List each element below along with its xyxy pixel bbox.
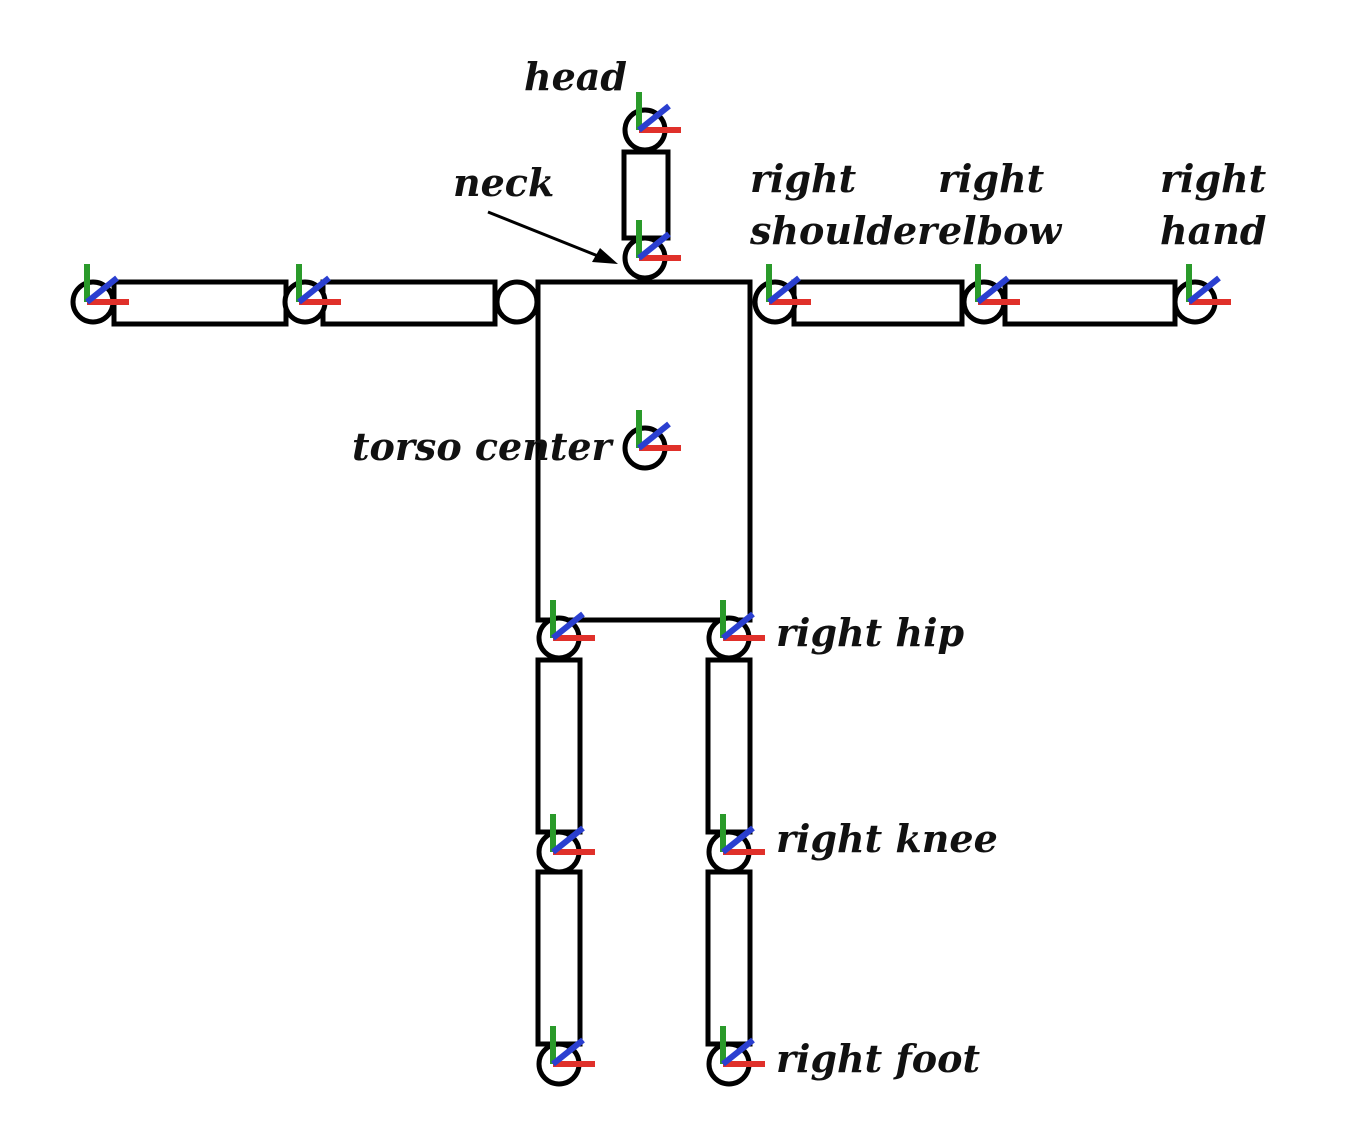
labels: head neck torso center right shoulder ri… xyxy=(352,54,1267,1081)
z-axis xyxy=(721,825,755,855)
z-axis xyxy=(976,275,1010,305)
neck-segment xyxy=(621,149,671,241)
left-thigh-segment xyxy=(535,657,583,835)
joint-left-knee xyxy=(536,814,595,875)
z-axis xyxy=(551,825,585,855)
joint-left-elbow xyxy=(282,264,341,325)
z-axis xyxy=(1187,275,1221,305)
z-axis xyxy=(85,275,119,305)
label-right-shoulder-line1: right xyxy=(750,156,857,201)
left-shin-segment xyxy=(535,869,583,1047)
label-right-hip: right hip xyxy=(776,610,965,655)
left-forearm-segment xyxy=(111,279,289,327)
joint-right-hand xyxy=(1172,264,1231,325)
right-upper-arm-segment xyxy=(791,279,965,327)
label-right-hand-line1: right xyxy=(1160,156,1267,201)
left-upper-arm-segment xyxy=(320,279,498,327)
z-axis xyxy=(637,231,671,261)
left-shoulder-joint xyxy=(494,279,540,325)
right-thigh-segment xyxy=(705,657,753,835)
joint-right-foot xyxy=(706,1026,765,1087)
z-axis xyxy=(637,421,671,451)
segments xyxy=(111,149,1178,1047)
joint-neck xyxy=(622,220,681,281)
joint-torso-center xyxy=(622,410,681,471)
label-right-shoulder-line2: shoulder xyxy=(749,208,940,253)
z-axis xyxy=(721,611,755,641)
label-head: head xyxy=(524,54,627,99)
z-axis xyxy=(721,1037,755,1067)
label-right-hand-line2: hand xyxy=(1160,208,1266,253)
joint-head xyxy=(622,92,681,153)
right-shin-segment xyxy=(705,869,753,1047)
joint-right-shoulder xyxy=(752,264,811,325)
joint-right-knee xyxy=(706,814,765,875)
label-right-knee: right knee xyxy=(776,816,998,861)
joint-left-foot xyxy=(536,1026,595,1087)
z-axis xyxy=(767,275,801,305)
z-axis xyxy=(637,103,671,133)
label-right-foot: right foot xyxy=(776,1036,980,1081)
right-forearm-segment xyxy=(1002,279,1178,327)
label-neck: neck xyxy=(453,160,554,205)
label-right-elbow-line1: right xyxy=(938,156,1045,201)
neck-arrow xyxy=(487,210,618,264)
z-axis xyxy=(551,611,585,641)
joints xyxy=(70,92,1231,1087)
z-axis xyxy=(551,1037,585,1067)
label-torso-center: torso center xyxy=(352,424,615,469)
z-axis xyxy=(297,275,331,305)
label-right-elbow-line2: elbow xyxy=(938,208,1063,253)
joint-right-elbow xyxy=(961,264,1020,325)
joint-right-hip xyxy=(706,600,765,661)
joint-left-hip xyxy=(536,600,595,661)
joint-left-hand xyxy=(70,264,129,325)
